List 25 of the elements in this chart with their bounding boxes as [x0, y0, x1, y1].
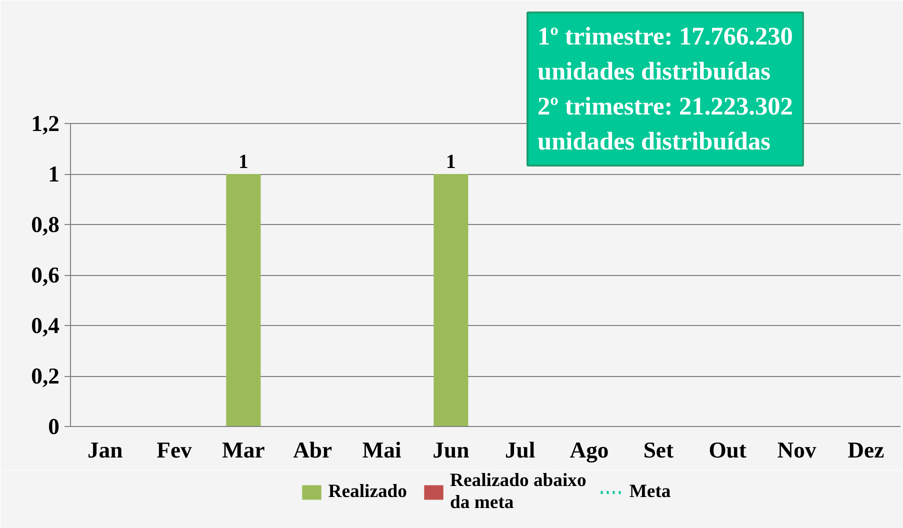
x-tick-label: Mai	[362, 438, 402, 462]
x-tick-label: Out	[708, 438, 747, 462]
x-tick-label: Jan	[87, 438, 124, 462]
y-tick-label: 0,6	[31, 262, 60, 288]
x-tick-label: Ago	[570, 438, 609, 462]
y-tick-label: 0,4	[31, 313, 60, 338]
x-tick-label: Jun	[432, 438, 470, 462]
y-tick-label: 0,2	[31, 364, 60, 388]
data-label: 1	[446, 151, 456, 173]
x-tick-label: Abr	[293, 438, 332, 462]
legend-label: Realizado	[328, 481, 408, 503]
x-tick-label: Set	[643, 438, 674, 462]
x-tick-label: Jul	[504, 438, 536, 462]
y-tick-label: 1,2	[31, 111, 60, 136]
x-tick-label: Mar	[222, 438, 265, 462]
y-tick-label: 0	[48, 414, 60, 439]
data-label: 1	[238, 151, 248, 173]
x-tick-label: Fev	[156, 438, 193, 462]
x-tick-label: Nov	[777, 438, 817, 462]
legend-label: Meta	[629, 481, 671, 503]
legend-label: Realizado abaixo da meta	[450, 470, 586, 514]
x-tick-label: Dez	[848, 438, 884, 462]
y-tick-label: 0,8	[31, 212, 60, 237]
y-tick-label: 1	[48, 162, 60, 186]
annotation: 1º trimestre: 17.766.230 unidades distribuídas 2º trimestre: 21.223.302 unidades distribuídas	[538, 22, 793, 156]
